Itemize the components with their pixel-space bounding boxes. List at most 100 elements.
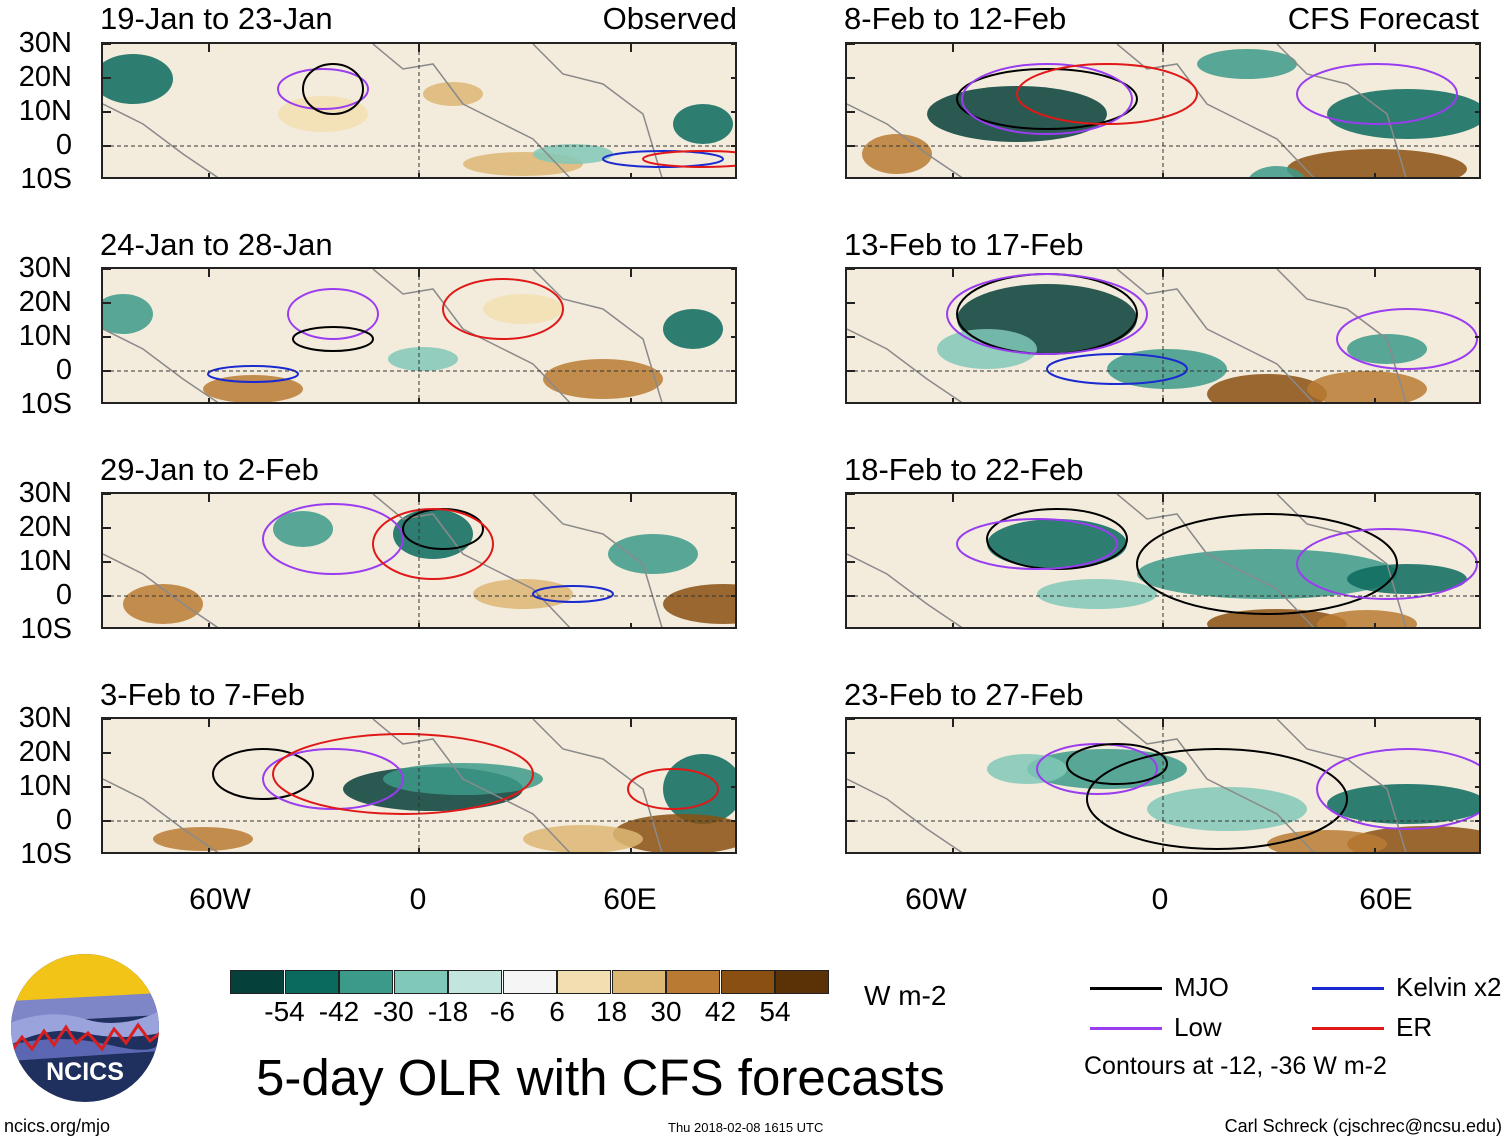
map-panel-obs-2	[101, 267, 737, 404]
wave-contour	[532, 585, 614, 603]
map-fcst-1	[847, 44, 1479, 177]
colorbar-label-3: -18	[427, 996, 469, 1027]
lon-label-60e-right: 60E	[1359, 883, 1413, 916]
map-fcst-4	[847, 719, 1479, 852]
olr-anomaly-area	[1137, 549, 1397, 599]
map-panel-obs-4	[101, 717, 737, 854]
panel-title-fcst-4: 23-Feb to 27-Feb	[844, 677, 1084, 712]
legend-low-swatch	[1090, 1027, 1162, 1030]
colorbar-label-0: -54	[264, 996, 305, 1027]
olr-anomaly-area	[523, 825, 643, 852]
wave-contour	[272, 733, 534, 815]
wave-contour	[262, 748, 404, 810]
map-obs-2	[103, 269, 735, 402]
wave-contour	[1046, 353, 1188, 385]
lat-label-row2-0: 30N	[18, 252, 72, 284]
lat-label-row3-4: 10S	[20, 613, 72, 645]
olr-anomaly-area	[1207, 374, 1327, 402]
main-title: 5-day OLR with CFS forecasts	[256, 1049, 945, 1106]
coastline	[103, 494, 663, 627]
lat-label-row1-3: 0	[55, 129, 72, 161]
colorbar-swatch-4	[448, 970, 502, 994]
panel-title-obs-1: 19-Jan to 23-Jan	[100, 1, 333, 36]
olr-anomaly-area	[533, 144, 613, 164]
olr-anomaly-area	[1327, 89, 1479, 139]
lat-label-row1-0: 30N	[18, 27, 72, 59]
wave-contour	[956, 68, 1138, 130]
lat-label-row1-1: 20N	[18, 61, 72, 93]
colorbar-swatch-8	[666, 970, 720, 994]
observed-label: Observed	[602, 1, 737, 36]
olr-anomaly-area	[1327, 784, 1479, 824]
colorbar-label-2: -30	[373, 996, 414, 1027]
contour-note: Contours at -12, -36 W m-2	[1084, 1052, 1387, 1080]
olr-anomaly-area	[663, 309, 723, 349]
panel-title-obs-2: 24-Jan to 28-Jan	[100, 227, 333, 262]
lat-label-row1-4: 10S	[20, 163, 72, 195]
lat-label-row2-3: 0	[55, 354, 72, 386]
map-panel-fcst-1	[845, 42, 1481, 179]
wave-contour	[212, 748, 314, 800]
map-obs-1	[103, 44, 735, 177]
colorbar-swatch-6	[557, 970, 611, 994]
wave-contour	[302, 63, 364, 115]
olr-anomaly-area	[103, 294, 153, 334]
lon-label-60w-left: 60W	[189, 883, 251, 916]
colorbar-swatch-7	[611, 970, 666, 994]
colorbar-label-1: -42	[318, 996, 360, 1027]
colorbar-units: W m-2	[864, 980, 947, 1011]
wave-contour	[642, 150, 735, 168]
olr-anomaly-area	[1037, 579, 1157, 609]
map-panel-fcst-2	[845, 267, 1481, 404]
lat-label-row4-4: 10S	[20, 838, 72, 870]
wave-contour	[1016, 63, 1198, 125]
legend-kelvin-label: Kelvin x2	[1396, 972, 1502, 1002]
colorbar-label-8: 42	[704, 996, 737, 1027]
panel-title-fcst-2: 13-Feb to 17-Feb	[844, 227, 1084, 262]
map-fcst-3	[847, 494, 1479, 627]
olr-anomaly-area	[1317, 610, 1417, 627]
olr-anomaly-area	[1347, 334, 1427, 364]
map-background	[103, 44, 735, 177]
map-panel-obs-3	[101, 492, 737, 629]
olr-anomaly-area	[937, 329, 1037, 369]
colorbar-swatch-5	[502, 970, 557, 994]
olr-anomaly-area	[103, 54, 173, 104]
lon-label-60e-left: 60E	[603, 883, 657, 916]
olr-anomaly-area	[123, 584, 203, 624]
ncics-logo: NCICS	[10, 953, 160, 1103]
coastline	[103, 44, 663, 177]
olr-anomaly-area	[203, 375, 303, 402]
wave-contour	[1316, 748, 1479, 830]
olr-anomaly-area	[1249, 166, 1305, 177]
colorbar-label-6: 18	[595, 996, 628, 1027]
olr-anomaly-area	[1107, 349, 1227, 389]
colorbar-swatch-2	[339, 970, 393, 994]
legend-mjo-label: MJO	[1174, 972, 1229, 1002]
olr-anomaly-area	[483, 294, 563, 324]
lat-label-row3-1: 20N	[18, 511, 72, 543]
wave-contour	[1136, 513, 1398, 615]
olr-anomaly-area	[987, 754, 1067, 784]
wave-contour	[1296, 63, 1458, 125]
olr-anomaly-area	[673, 104, 733, 144]
wave-contour	[961, 63, 1133, 135]
lat-label-row4-1: 20N	[18, 736, 72, 768]
olr-anomaly-area	[423, 82, 483, 106]
map-obs-4	[103, 719, 735, 852]
olr-anomaly-area	[543, 359, 663, 399]
wave-contour	[1296, 528, 1478, 600]
colorbar-swatch-10	[775, 970, 829, 994]
colorbar-label-7: 30	[650, 996, 682, 1027]
panel-title-fcst-1: 8-Feb to 12-Feb	[844, 1, 1067, 36]
lat-label-row3-0: 30N	[18, 477, 72, 509]
wave-contour	[287, 288, 379, 340]
olr-anomaly-area	[1147, 787, 1307, 831]
colorbar-label-9: 54	[759, 996, 791, 1027]
lon-label-0-right: 0	[1151, 883, 1169, 916]
olr-anomaly-area	[1347, 564, 1467, 594]
footer-credit: Carl Schreck (cjschrec@ncsu.edu)	[1224, 1116, 1502, 1136]
wave-contour	[946, 273, 1148, 355]
olr-anomaly-area	[608, 534, 698, 574]
footer-url: ncics.org/mjo	[4, 1116, 111, 1136]
